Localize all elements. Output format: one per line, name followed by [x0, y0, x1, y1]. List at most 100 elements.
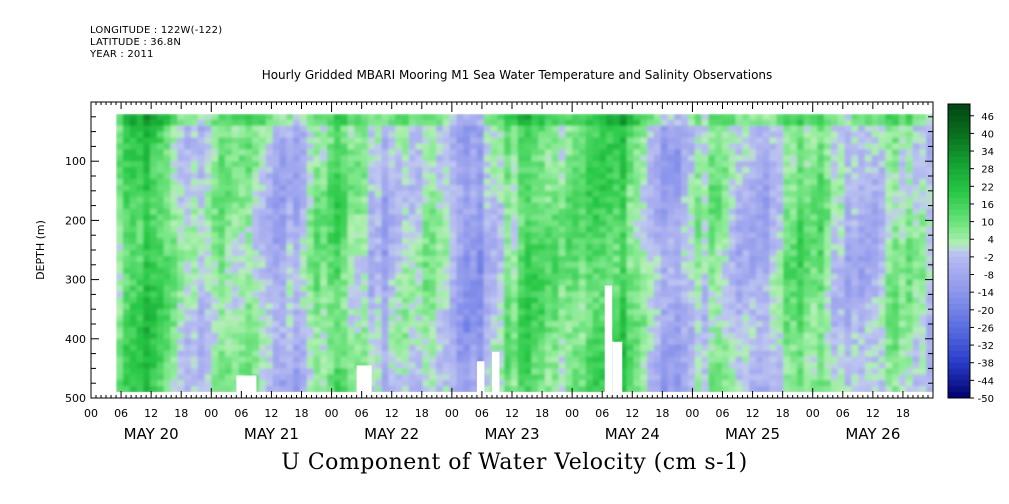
heatmap-cell — [231, 356, 240, 364]
heatmap-cell — [320, 273, 328, 281]
heatmap-cell — [197, 321, 206, 328]
heatmap-cell — [708, 113, 716, 121]
heatmap-cell — [653, 238, 662, 245]
heatmap-cell — [293, 297, 301, 305]
heatmap-cell — [735, 356, 744, 364]
heatmap-cell — [551, 326, 560, 334]
heatmap-cell — [442, 184, 451, 192]
heatmap-cell — [626, 332, 635, 340]
heatmap-cell — [197, 178, 206, 186]
heatmap-cell — [470, 131, 478, 139]
heatmap-cell — [538, 380, 546, 387]
heatmap-cell — [143, 368, 151, 376]
heatmap-cell — [653, 155, 662, 162]
heatmap-cell — [756, 344, 764, 352]
heatmap-cell — [674, 332, 682, 340]
heatmap-cell — [408, 303, 417, 310]
heatmap-cell — [762, 279, 771, 287]
heatmap-cell — [211, 380, 219, 387]
heatmap-cell — [238, 196, 247, 204]
heatmap-cell — [395, 244, 403, 251]
heatmap-cell — [817, 214, 825, 222]
heatmap-cell — [184, 238, 192, 245]
heatmap-cell — [401, 149, 410, 157]
heatmap-cell — [810, 131, 819, 139]
heatmap-cell — [401, 125, 410, 133]
heatmap-cell — [190, 184, 199, 192]
heatmap-cell — [647, 178, 655, 186]
heatmap-cell — [470, 326, 478, 334]
heatmap-cell — [429, 380, 437, 387]
heatmap-cell — [361, 214, 369, 222]
heatmap-cell — [197, 155, 206, 162]
heatmap-cell — [136, 362, 145, 370]
heatmap-cell — [544, 267, 553, 275]
heatmap-cell — [279, 297, 288, 305]
heatmap-cell — [824, 279, 832, 287]
heatmap-cell — [619, 161, 628, 168]
heatmap-cell — [653, 267, 662, 275]
heatmap-cell — [626, 291, 635, 299]
heatmap-cell — [721, 161, 730, 168]
heatmap-cell — [265, 362, 274, 370]
heatmap-cell — [211, 125, 219, 133]
heatmap-cell — [197, 332, 206, 340]
heatmap-cell — [769, 315, 778, 322]
heatmap-cell — [306, 344, 315, 352]
heatmap-cell — [796, 220, 805, 228]
heatmap-cell — [436, 190, 444, 198]
heatmap-cell — [674, 143, 682, 151]
heatmap-cell — [483, 321, 492, 328]
heatmap-cell — [184, 326, 192, 334]
heatmap-cell — [565, 131, 573, 139]
heatmap-cell — [259, 137, 267, 145]
heatmap-cell — [116, 267, 124, 275]
heatmap-cell — [476, 119, 485, 127]
heatmap-cell — [470, 214, 478, 222]
heatmap-cell — [504, 285, 512, 293]
heatmap-cell — [756, 297, 764, 305]
heatmap-cell — [470, 297, 478, 305]
heatmap-cell — [272, 167, 281, 174]
heatmap-cell — [674, 386, 682, 393]
heatmap-cell — [463, 184, 471, 192]
heatmap-cell — [313, 113, 322, 121]
heatmap-cell — [367, 309, 376, 316]
heatmap-cell — [156, 285, 165, 293]
heatmap-cell — [613, 250, 621, 257]
heatmap-cell — [442, 315, 451, 322]
heatmap-cell — [824, 344, 832, 352]
heatmap-cell — [585, 155, 594, 162]
heatmap-cell — [497, 178, 505, 186]
heatmap-cell — [388, 368, 396, 376]
heatmap-cell — [830, 321, 839, 328]
heatmap-cell — [640, 255, 648, 263]
heatmap-cell — [783, 137, 791, 145]
heatmap-cell — [204, 226, 213, 234]
heatmap-cell — [810, 291, 819, 299]
heatmap-cell — [449, 273, 458, 281]
heatmap-cell — [830, 255, 839, 263]
heatmap-cell — [116, 161, 124, 168]
heatmap-cell — [756, 226, 764, 234]
heatmap-cell — [401, 326, 410, 334]
heatmap-cell — [830, 285, 839, 293]
heatmap-cell — [367, 380, 376, 387]
heatmap-cell — [742, 356, 750, 364]
heatmap-cell — [585, 297, 594, 305]
heatmap-cell — [796, 184, 805, 192]
heatmap-cell — [211, 374, 219, 382]
heatmap-cell — [551, 184, 560, 192]
heatmap-cell — [578, 167, 587, 174]
heatmap-cell — [354, 137, 362, 145]
heatmap-cell — [354, 226, 362, 234]
heatmap-cell — [613, 190, 621, 198]
heatmap-cell — [354, 190, 362, 198]
heatmap-cell — [742, 374, 750, 382]
heatmap-cell — [463, 356, 471, 364]
heatmap-cell — [504, 173, 512, 180]
heatmap-cell — [415, 131, 424, 139]
heatmap-cell — [790, 261, 798, 269]
heatmap-cell — [810, 238, 819, 245]
heatmap-cell — [824, 208, 832, 216]
